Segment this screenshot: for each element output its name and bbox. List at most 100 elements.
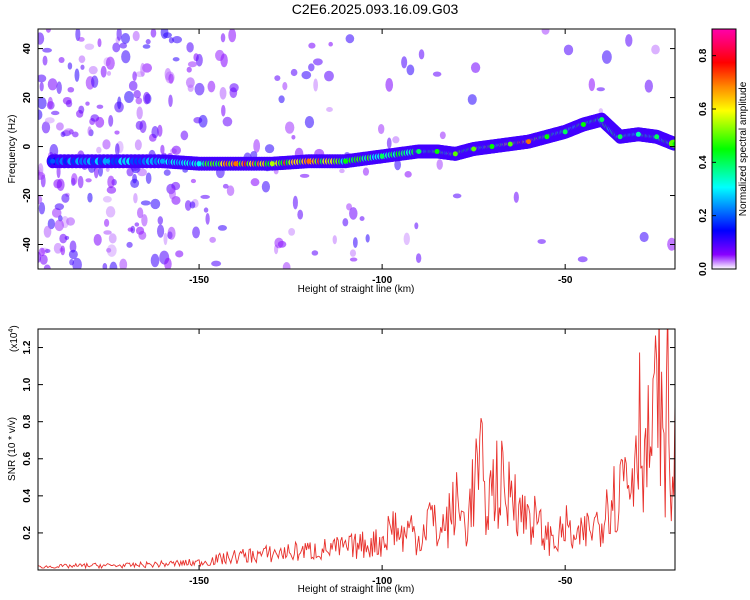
spectrogram-noise-cell <box>577 256 588 263</box>
spectrogram-noise-cell <box>168 188 176 200</box>
colorbar-label: Normalized spectral amplitude <box>738 81 749 216</box>
snr-exponent-power: 4 <box>8 329 15 333</box>
spectrogram-noise-cell <box>308 42 316 49</box>
spectrogram-noise-cell <box>339 168 345 174</box>
spectrogram-noise-cell <box>588 78 596 92</box>
y-tick-label: 1.0 <box>22 377 33 391</box>
spectrogram-noise-cell <box>157 124 163 137</box>
spectrogram-noise-cell <box>282 81 288 91</box>
spectrogram-noise-cell <box>203 207 209 213</box>
spectrogram-noise-cell <box>172 36 183 44</box>
spectrogram-noise-cell <box>41 121 51 134</box>
track-point <box>562 129 568 135</box>
track-point <box>635 131 641 137</box>
spectrogram-noise-cell <box>324 70 334 82</box>
spectrogram-noise-cell <box>105 206 116 218</box>
spectrogram-noise-cell <box>112 42 121 53</box>
spectrogram-noise-cell <box>108 115 114 127</box>
spectrogram-noise-cell <box>126 241 133 248</box>
spectrogram-noise-cell <box>209 236 216 243</box>
spectrogram-noise-cell <box>311 250 319 256</box>
spectrogram-panel: -150 -100 -50 40 20 0 -20 -40 Height of straigh… <box>7 28 676 295</box>
spectrogram-noise-cell <box>43 264 51 269</box>
spectrogram-noise-cell <box>189 201 196 209</box>
y-tick-label: -40 <box>22 237 33 252</box>
spectrogram-noise-cell <box>452 193 462 199</box>
spectrogram-noise-cell <box>261 181 271 193</box>
spectrogram-noise-cell <box>349 257 358 262</box>
spectrogram-noise-cell <box>105 56 115 70</box>
spectrogram-noise-cell <box>171 181 181 191</box>
snr-axes: -150 -100 -50 0.2 0.4 0.6 0.8 1.0 1.2 <box>22 329 675 587</box>
svg-text:(x104): (x104) <box>8 325 20 352</box>
spectrogram-noise-cell <box>56 122 64 131</box>
spectrogram-noise-cell <box>541 29 550 35</box>
spectrogram-noise-cell <box>226 185 235 197</box>
spectrogram-noise-cell <box>59 233 68 244</box>
track-point <box>50 158 56 164</box>
spectrogram-noise-cell <box>72 257 82 269</box>
y-tick-label: 0.8 <box>22 414 33 428</box>
spectrogram-noise-cell <box>205 213 210 225</box>
spectrogram-noise-cell <box>439 131 446 140</box>
spectrogram-noise-cell <box>513 191 519 203</box>
spectrogram-noise-cell <box>436 159 443 170</box>
track-point <box>544 134 550 140</box>
y-tick-label: 20 <box>22 92 33 104</box>
spectrogram-noise-cell <box>194 82 205 96</box>
spectrogram-noise-cell <box>109 261 118 269</box>
spectrogram-noise-cell <box>150 29 157 38</box>
spectrogram-noise-cell <box>200 194 210 199</box>
spectrogram-noise-cell <box>168 73 174 84</box>
x-tick-label: -100 <box>372 275 392 286</box>
spectrogram-noise-cell <box>180 130 189 141</box>
spectrogram-noise-cell <box>184 200 192 211</box>
spectrogram-noise-cell <box>291 134 296 140</box>
spectrogram-noise-cell <box>91 75 99 88</box>
spectrogram-noise-cell <box>42 47 52 53</box>
spectrogram-noise-cell <box>71 173 78 185</box>
spectrogram-noise-cell <box>345 34 355 44</box>
spectrogram-noise-cell <box>187 61 197 68</box>
track-point <box>654 134 660 140</box>
spectrogram-noise-cell <box>93 233 102 246</box>
spectrogram-noise-cell <box>106 186 117 194</box>
track-point <box>489 144 495 150</box>
spectrogram-noise-cell <box>250 178 260 187</box>
x-tick-label: -150 <box>189 275 209 286</box>
spectrogram-noise-cell <box>187 84 194 92</box>
spectrogram-noise-cell <box>326 107 333 113</box>
spectrogram-noise-cell <box>43 225 52 238</box>
spectrogram-noise-cell <box>66 217 75 226</box>
spectrogram-noise-cell <box>297 209 304 220</box>
spectrogram-noise-cell <box>470 62 481 74</box>
spectrogram-ylabel: Frequency (Hz) <box>7 115 18 184</box>
spectrogram-noise-cell <box>60 245 66 256</box>
spectrogram-noise-cell <box>85 178 92 183</box>
spectrogram-noise-cell <box>537 239 546 244</box>
colorbar-gradient <box>712 29 736 269</box>
spectrogram-noise-cell <box>601 50 612 64</box>
spectrogram-noise-cell <box>290 68 298 77</box>
track-point <box>159 158 165 164</box>
snr-exponent-close: ) <box>9 325 20 328</box>
spectrogram-noise-cell <box>282 262 291 269</box>
spectrogram-noise-cell <box>401 56 408 69</box>
spectrogram-noise-cell <box>639 231 649 243</box>
spectrogram-noise-cell <box>418 49 425 60</box>
spectrogram-noise-cell <box>207 80 216 93</box>
spectrogram-noise-cell <box>135 120 143 130</box>
spectrogram-noise-cell <box>229 83 239 93</box>
spectrogram-noise-cell <box>274 237 284 249</box>
spectrogram-noise-cell <box>51 207 62 218</box>
track-point <box>233 161 239 167</box>
y-tick-label: 0.6 <box>22 451 33 465</box>
spectrogram-noise-cell <box>117 96 122 110</box>
spectrogram-noise-cell <box>221 104 226 117</box>
colorbar-tick-label: 0.0 <box>698 262 709 276</box>
spectrogram-noise-cell <box>167 226 176 240</box>
spectrogram-noise-cell <box>304 115 315 129</box>
spectrogram-noise-cell <box>288 227 296 236</box>
spectrogram-noise-cell <box>102 196 112 203</box>
spectrogram-noise-cell <box>198 114 208 128</box>
